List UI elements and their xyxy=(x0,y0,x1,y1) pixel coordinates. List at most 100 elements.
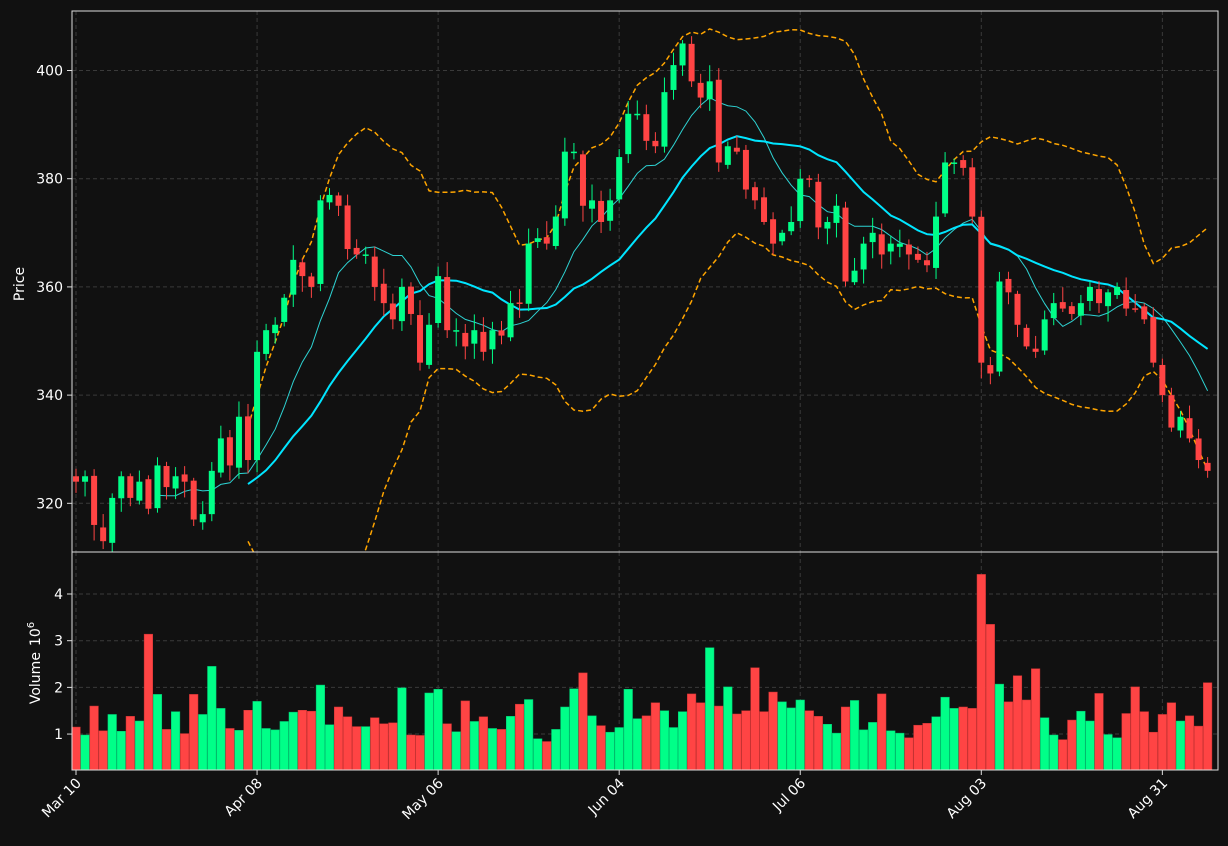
candle-body xyxy=(417,315,424,363)
candle-body xyxy=(1068,306,1075,314)
volume-bar xyxy=(922,723,932,771)
volume-bar xyxy=(994,683,1004,771)
volume-bar xyxy=(80,734,90,771)
volume-bar xyxy=(1139,711,1149,771)
volume-bar xyxy=(1012,675,1023,771)
volume-bar xyxy=(659,710,669,771)
candle-body xyxy=(797,178,804,222)
candle-body xyxy=(733,147,740,152)
volume-bar xyxy=(976,574,986,771)
volume-bar xyxy=(116,731,126,771)
volume-bar xyxy=(1166,702,1176,771)
candle-body xyxy=(254,351,261,461)
candle-body xyxy=(1032,348,1039,352)
candle-body xyxy=(715,79,722,163)
volume-bar xyxy=(388,722,398,771)
volume-axis-exponent-base: 10 xyxy=(28,628,44,646)
candle-body xyxy=(1204,462,1211,471)
candle-body xyxy=(317,200,324,284)
candle-body xyxy=(570,151,577,154)
candle-body xyxy=(1123,290,1130,309)
volume-axis-exponent: 6 xyxy=(26,622,37,628)
volume-bar xyxy=(379,723,389,771)
volume-bar xyxy=(397,687,407,771)
candle-body xyxy=(761,197,768,222)
candle-body xyxy=(534,238,541,242)
candle-body xyxy=(1132,308,1139,310)
volume-bar xyxy=(261,728,271,771)
volume-bar xyxy=(850,700,860,771)
volume-bar xyxy=(678,711,688,771)
candle-body xyxy=(1041,319,1048,351)
candle-body xyxy=(914,253,921,260)
candle-body xyxy=(1177,416,1184,431)
volume-tick-label: 3 xyxy=(54,634,63,650)
volume-bar xyxy=(1067,719,1077,771)
candle-body xyxy=(607,200,614,221)
candle-body xyxy=(371,256,378,287)
candle-body xyxy=(688,43,695,82)
candle-body xyxy=(471,330,478,344)
candle-body xyxy=(407,286,414,314)
volume-bar xyxy=(71,726,81,771)
volume-bar xyxy=(1058,739,1068,771)
candle-body xyxy=(362,254,369,256)
volume-bar xyxy=(1194,725,1204,771)
candle-body xyxy=(788,221,795,232)
candle-body xyxy=(154,465,161,509)
candle-body xyxy=(1050,303,1057,319)
volume-bar xyxy=(1022,699,1032,771)
candle-body xyxy=(426,324,433,365)
candle-body xyxy=(498,330,505,336)
volume-bar xyxy=(198,714,208,771)
candle-body xyxy=(996,281,1003,372)
volume-bar xyxy=(759,711,769,771)
volume-bar xyxy=(1157,714,1167,771)
volume-bar xyxy=(1184,715,1195,771)
candle-body xyxy=(217,438,224,473)
volume-bar xyxy=(1112,737,1122,771)
candle-body xyxy=(896,243,903,247)
candle-body xyxy=(933,216,940,268)
volume-bar xyxy=(297,709,307,771)
volume-bar xyxy=(225,728,235,771)
candle-body xyxy=(987,365,994,374)
volume-bar xyxy=(840,706,851,771)
volume-bar xyxy=(985,624,995,771)
volume-bar xyxy=(822,724,832,771)
volume-bar xyxy=(813,716,823,771)
candle-body xyxy=(73,476,79,482)
candle-body xyxy=(335,195,342,206)
volume-tick-label: 4 xyxy=(54,587,63,603)
volume-bar xyxy=(831,732,842,771)
volume-bar xyxy=(1076,710,1086,771)
bollinger-bands xyxy=(247,28,1209,552)
candle-body xyxy=(100,527,107,542)
volume-bar xyxy=(868,722,878,771)
volume-bar xyxy=(1094,693,1104,771)
volume-bar xyxy=(134,720,144,771)
volume-bar xyxy=(877,693,887,771)
volume-bar xyxy=(768,691,778,771)
volume-bar xyxy=(487,728,497,771)
volume-bar xyxy=(1031,668,1041,771)
volume-bar xyxy=(152,694,163,771)
volume-bar xyxy=(804,710,814,771)
volume-bar xyxy=(859,729,869,771)
candle-body xyxy=(181,474,188,482)
candle-body xyxy=(245,416,252,461)
volume-bar xyxy=(777,701,787,771)
volume-bar xyxy=(795,699,805,771)
candle-body xyxy=(172,476,179,489)
candle-body xyxy=(969,167,976,217)
candle-body xyxy=(978,216,985,363)
volume-bar xyxy=(180,733,190,771)
volume-axis-label: Volume 106 xyxy=(26,622,44,704)
candle-body xyxy=(1195,438,1202,461)
candle-body xyxy=(1159,364,1166,396)
volume-bar xyxy=(1203,682,1213,771)
candle-body xyxy=(435,276,442,324)
volume-bar xyxy=(89,705,99,771)
candle-body xyxy=(616,157,623,200)
